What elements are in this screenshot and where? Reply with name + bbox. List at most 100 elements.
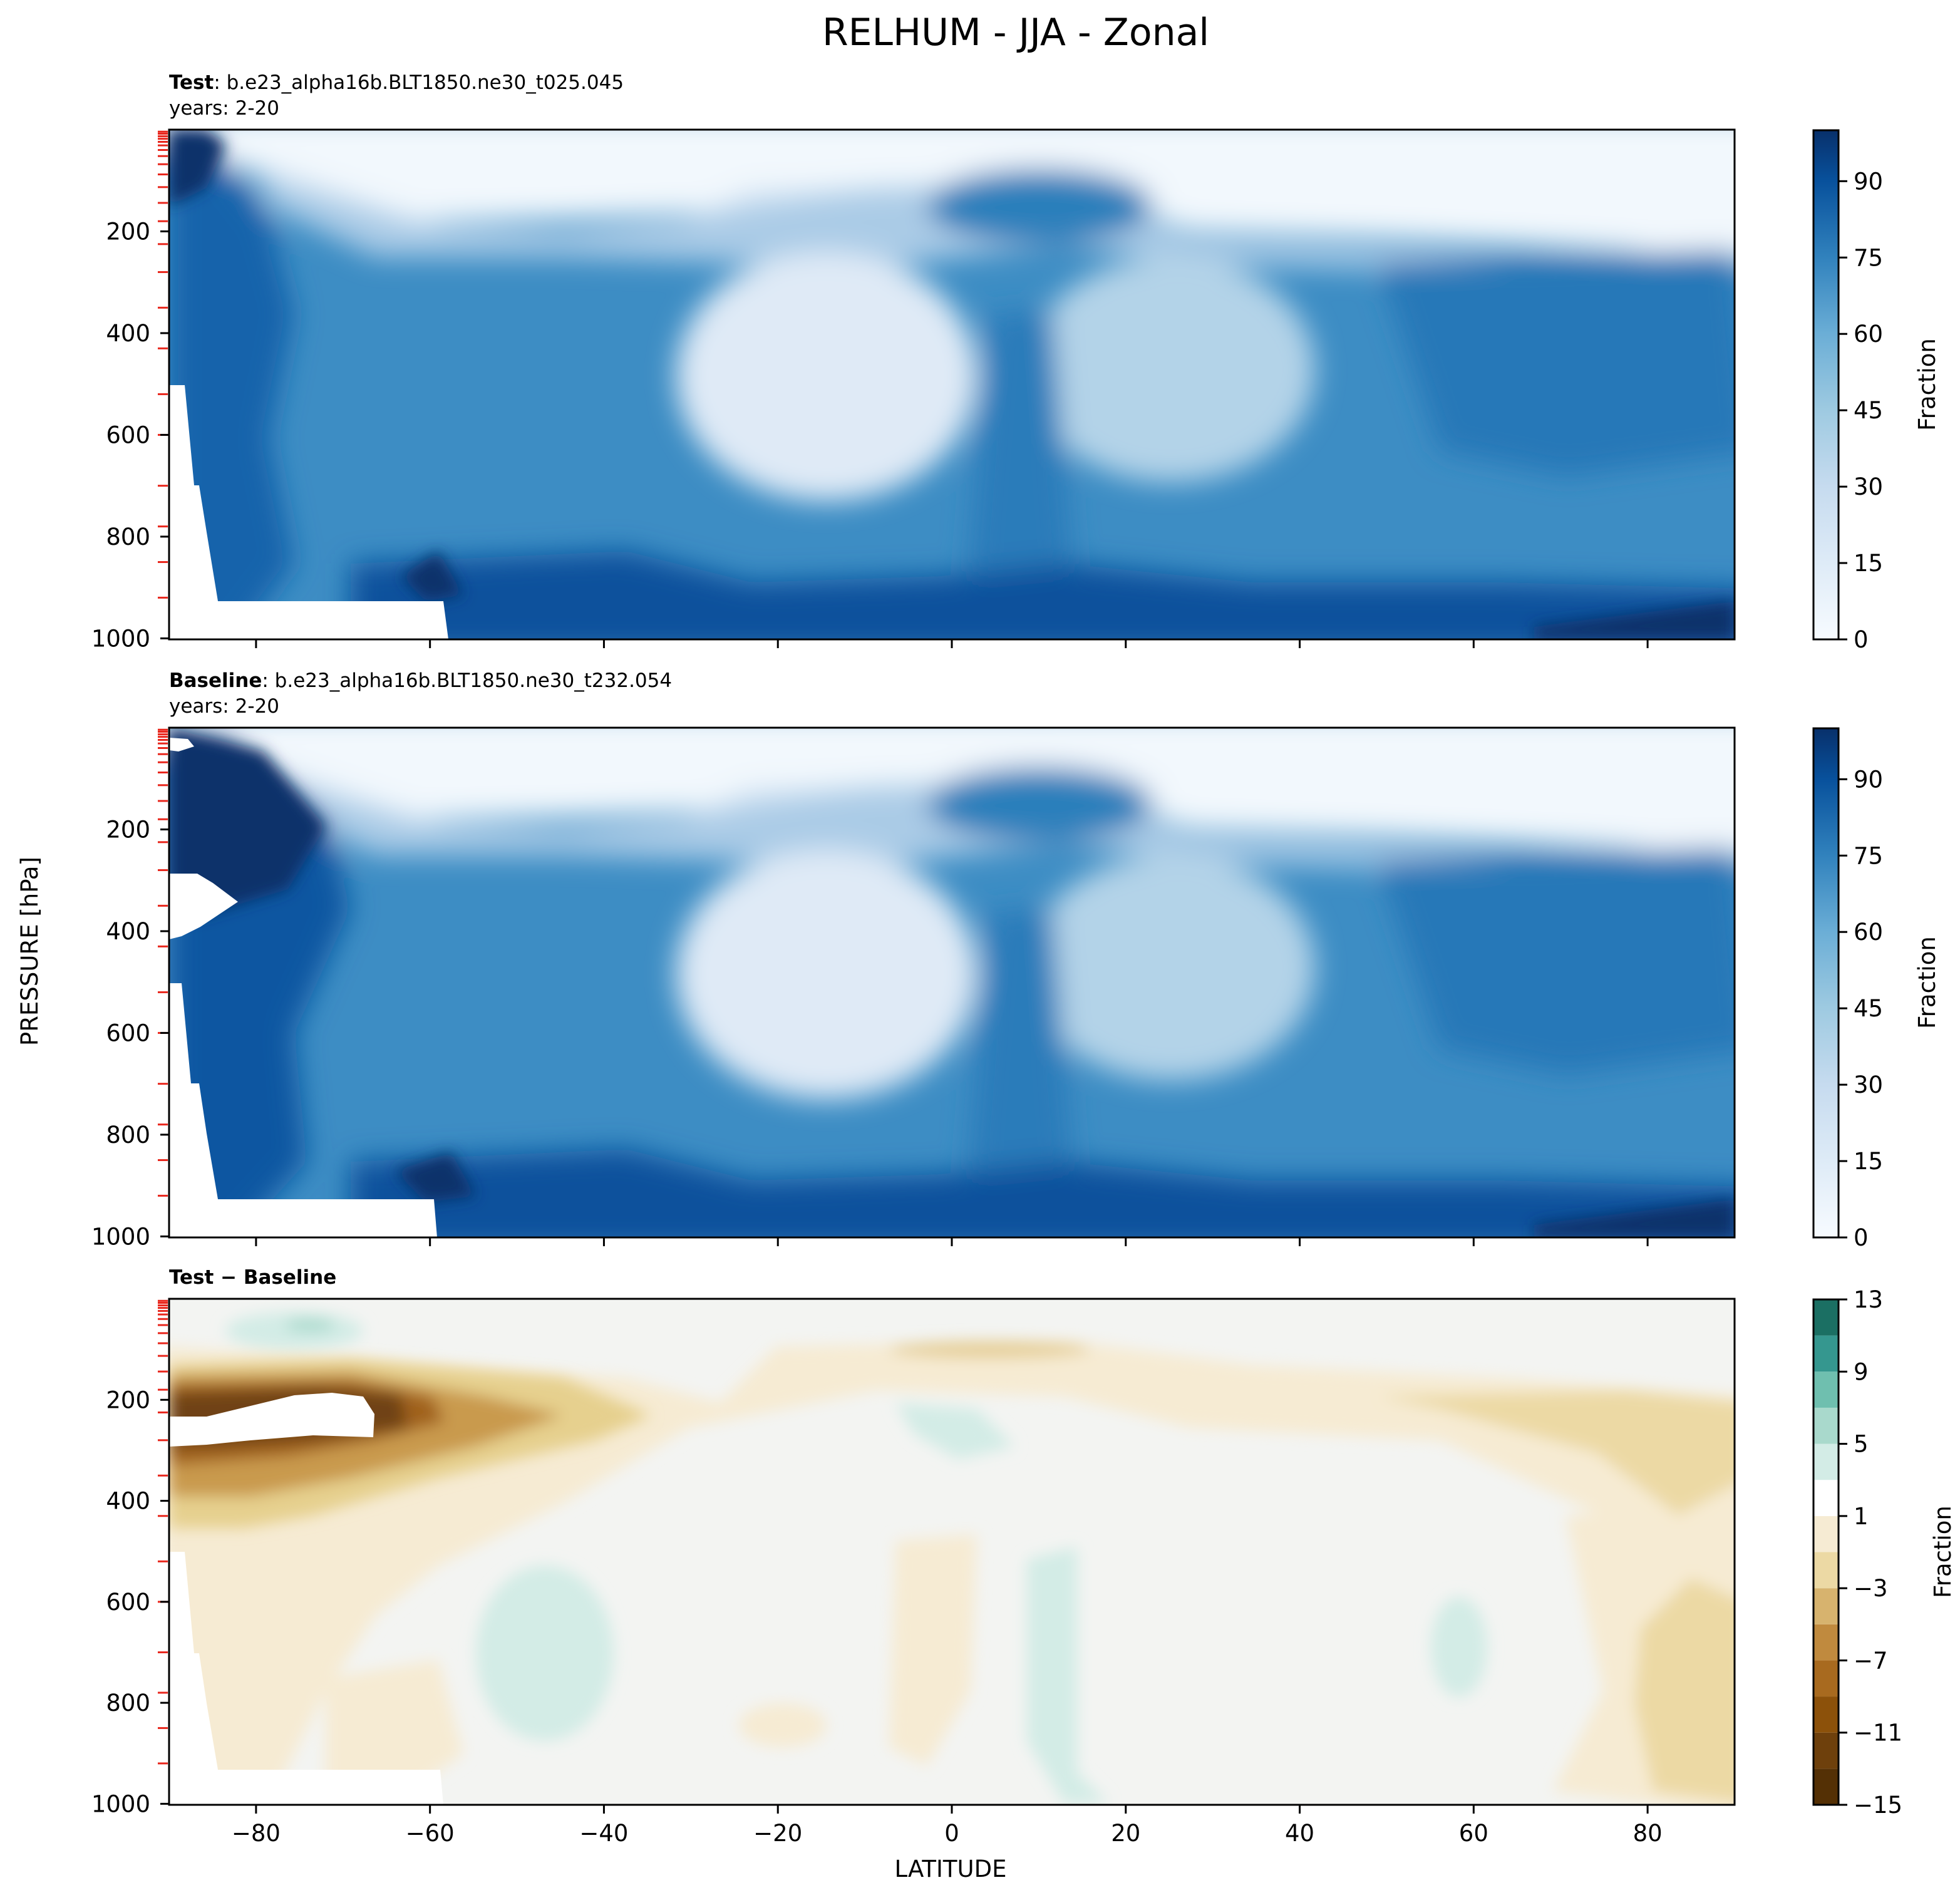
field-nh-surface-max bbox=[1534, 601, 1735, 639]
field-nh-mid-moist bbox=[1378, 250, 1735, 476]
y-tick-label: 400 bbox=[106, 1488, 150, 1515]
panel-test-title-rest: : b.e23_alpha16b.BLT1850.ne30_t025.045 bbox=[214, 71, 624, 94]
field-upper-trop-moist bbox=[927, 767, 1152, 842]
colorbar-label: Fraction bbox=[1929, 1505, 1956, 1598]
panel-test-title-bold: Test bbox=[169, 71, 214, 94]
y-tick-label: 1000 bbox=[91, 1223, 150, 1250]
colorbar-tick-label: 0 bbox=[1854, 1224, 1869, 1251]
colorbar-label: Fraction bbox=[1914, 936, 1941, 1029]
panel-diff-title-bold: Test bbox=[169, 1266, 214, 1289]
field-topography-mask bbox=[169, 1552, 443, 1805]
field-nh-dry-core bbox=[1027, 855, 1315, 1080]
field-nh-mid-moist bbox=[1431, 1597, 1487, 1697]
colorbar-tick-label: 60 bbox=[1854, 321, 1883, 348]
field-nh-polar-dry-core bbox=[1634, 1578, 1735, 1802]
x-tick-label: −60 bbox=[406, 1820, 455, 1847]
panel-baseline-level-marks bbox=[158, 728, 168, 1197]
panel-baseline-xticks bbox=[255, 1237, 1649, 1246]
colorbar-blues-1 bbox=[1812, 129, 1840, 641]
field-equatorial-moist bbox=[1027, 1547, 1108, 1804]
panel-baseline-title-bold: Baseline bbox=[169, 669, 262, 692]
field-upper-dry-strip bbox=[889, 1341, 1090, 1358]
field-sh-lower-dry bbox=[326, 1660, 463, 1805]
field-nh-dry-core bbox=[1027, 257, 1315, 482]
colorbar-tick-label: 45 bbox=[1854, 995, 1883, 1022]
field-sh-mid-moist bbox=[476, 1566, 614, 1741]
field-upper-trop-moist bbox=[927, 169, 1152, 244]
field-saturated-mask-upper bbox=[169, 874, 238, 939]
x-tick-label: 60 bbox=[1459, 1820, 1488, 1847]
panel-test-title: Test: b.e23_alpha16b.BLT1850.ne30_t025.0… bbox=[169, 71, 624, 94]
colorbar-segment bbox=[1813, 1480, 1839, 1516]
y-tick-label: 1000 bbox=[91, 625, 150, 652]
field-topography-mask bbox=[169, 385, 448, 639]
colorbar-segment bbox=[1813, 1768, 1839, 1805]
panel-baseline-title-rest: : b.e23_alpha16b.BLT1850.ne30_t232.054 bbox=[262, 669, 672, 692]
y-tick-label: 400 bbox=[106, 320, 150, 347]
panel-test-xticks bbox=[255, 639, 1649, 648]
colorbar-segment bbox=[1813, 1443, 1839, 1480]
field-polar-upper-max bbox=[169, 130, 225, 207]
field-nh-surface-max bbox=[1534, 1199, 1735, 1237]
panel-diff-yaxis: 200 400 600 800 1000 bbox=[91, 1386, 169, 1817]
colorbar-tick-label: 45 bbox=[1854, 397, 1883, 424]
colorbar-tick-label: 90 bbox=[1854, 168, 1883, 195]
field-tropical-dry-strip bbox=[889, 1534, 977, 1766]
colorbar-tick-label: 15 bbox=[1854, 1148, 1883, 1175]
panel-test-subtitle: years: 2-20 bbox=[169, 97, 279, 120]
field-sh-surface-max bbox=[395, 1152, 476, 1202]
field-sh-surface-max bbox=[401, 551, 463, 601]
panel-diff-level-marks bbox=[158, 1299, 168, 1765]
panel-diff-field bbox=[169, 1299, 1735, 1805]
colorbar-segment bbox=[1813, 1696, 1839, 1733]
y-axis-label: PRESSURE [hPa] bbox=[16, 857, 43, 1046]
field-upper-dry-region bbox=[169, 728, 1735, 861]
colorbar-tick-label: 1 bbox=[1854, 1503, 1869, 1530]
y-tick-label: 600 bbox=[106, 421, 150, 448]
x-tick-label: −40 bbox=[579, 1820, 628, 1847]
colorbar-segment bbox=[1813, 1371, 1839, 1408]
colorbar-ticks: 0 15 30 45 60 75 90 bbox=[1839, 168, 1883, 653]
colorbar-segment bbox=[1813, 1515, 1839, 1552]
colorbar-tick-label: 13 bbox=[1854, 1286, 1883, 1313]
x-axis-label: LATITUDE bbox=[895, 1856, 1007, 1882]
colorbar-tick-label: 15 bbox=[1854, 550, 1883, 577]
panel-baseline-title: Baseline: b.e23_alpha16b.BLT1850.ne30_t2… bbox=[169, 669, 672, 692]
panel-test-colorbar: 0 15 30 45 60 75 90 Fraction bbox=[1812, 129, 1941, 653]
colorbar-label: Fraction bbox=[1914, 338, 1941, 431]
field-topography-mask bbox=[169, 983, 437, 1237]
field-equatorial-moist-tower bbox=[964, 911, 1077, 1224]
field-saturated-mask-top bbox=[169, 738, 194, 751]
colorbar-segment bbox=[1813, 1552, 1839, 1589]
colorbar-segment bbox=[1813, 1407, 1839, 1444]
panel-baseline-field bbox=[169, 728, 1735, 1237]
colorbar-blues-2 bbox=[1812, 727, 1840, 1239]
colorbar-tick-label: 60 bbox=[1854, 919, 1883, 946]
colorbar-tick-label: 9 bbox=[1854, 1358, 1869, 1385]
panel-diff-title-rest: − Baseline bbox=[214, 1266, 336, 1289]
panel-baseline: Baseline: b.e23_alpha16b.BLT1850.ne30_t2… bbox=[91, 669, 1941, 1251]
y-tick-label: 200 bbox=[106, 816, 150, 843]
y-tick-label: 600 bbox=[106, 1589, 150, 1616]
field-sh-lower-dry-2 bbox=[739, 1703, 827, 1747]
x-tick-label: 40 bbox=[1285, 1820, 1314, 1847]
y-tick-label: 600 bbox=[106, 1020, 150, 1046]
field-sh-weak-dry bbox=[169, 1340, 1735, 1805]
panel-test-level-marks bbox=[158, 130, 168, 599]
colorbar-tick-label: −15 bbox=[1854, 1792, 1902, 1819]
colorbar-tick-label: 5 bbox=[1854, 1431, 1869, 1458]
field-equatorial-moist-tower bbox=[964, 313, 1077, 626]
field-near-surface-moist bbox=[351, 1149, 1735, 1237]
colorbar-tick-label: 75 bbox=[1854, 244, 1883, 271]
y-tick-label: 1000 bbox=[91, 1790, 150, 1817]
panel-test-field bbox=[169, 130, 1735, 639]
x-tick-label: 0 bbox=[944, 1820, 959, 1847]
colorbar-tick-label: −3 bbox=[1854, 1575, 1888, 1602]
colorbar-segment bbox=[1813, 1624, 1839, 1661]
y-tick-label: 800 bbox=[106, 524, 150, 550]
panel-test-yaxis: 200 400 600 800 1000 bbox=[91, 218, 169, 652]
field-sh-dry-core bbox=[676, 849, 977, 1099]
x-tick-label: 20 bbox=[1111, 1820, 1140, 1847]
field-undefined-mask bbox=[169, 1393, 374, 1447]
colorbar-tick-label: −11 bbox=[1854, 1720, 1902, 1747]
